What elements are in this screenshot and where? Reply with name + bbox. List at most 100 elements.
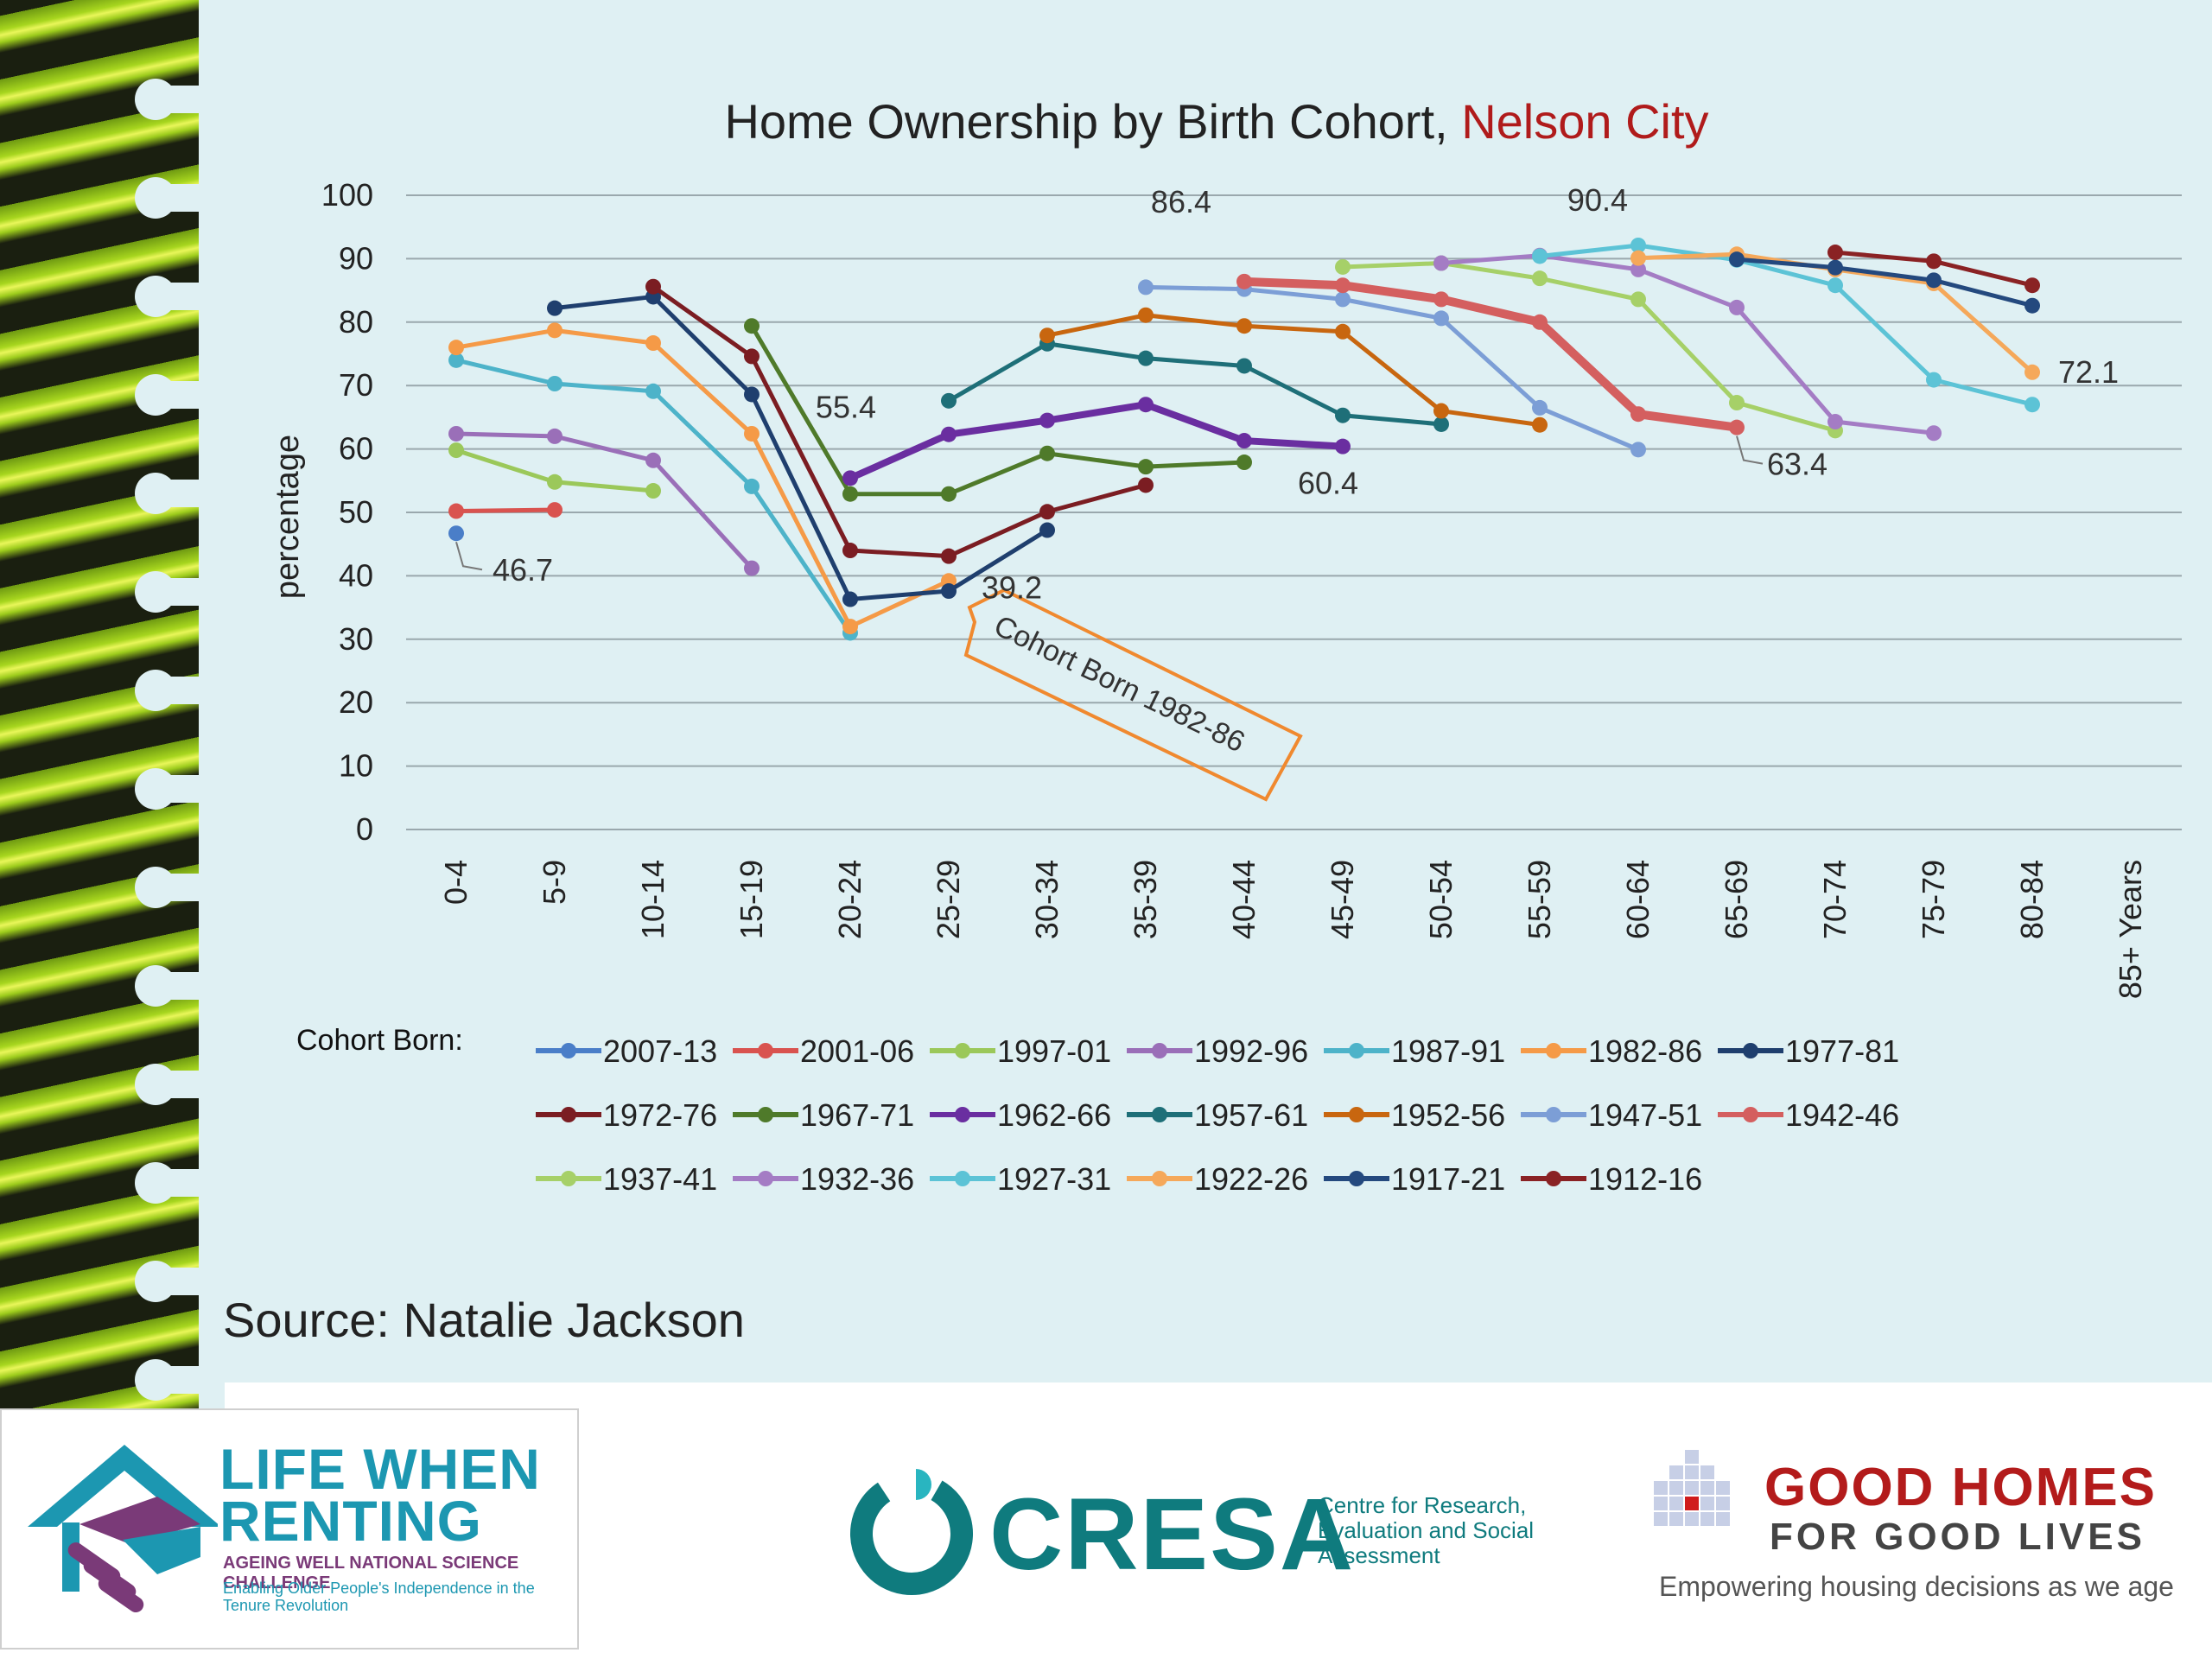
series-1967-71 bbox=[744, 318, 1252, 502]
legend-label: 1937-41 bbox=[603, 1161, 717, 1197]
x-tick-label: 30-34 bbox=[1029, 860, 1065, 939]
data-point bbox=[842, 470, 858, 486]
data-point bbox=[547, 502, 563, 518]
legend-item: 1987-91 bbox=[1324, 1033, 1505, 1069]
cresa-wordmark: CRESA bbox=[989, 1478, 1356, 1592]
data-point bbox=[842, 543, 858, 559]
legend-item: 1952-56 bbox=[1324, 1097, 1505, 1133]
legend-label: 1957-61 bbox=[1194, 1097, 1308, 1133]
legend-label: 1982-86 bbox=[1588, 1033, 1702, 1069]
legend-label: 1912-16 bbox=[1588, 1161, 1702, 1197]
legend-marker bbox=[1743, 1043, 1758, 1058]
data-point bbox=[1236, 433, 1252, 449]
data-point bbox=[1926, 425, 1942, 442]
y-tick-label: 70 bbox=[339, 367, 373, 403]
x-tick-label: 75-79 bbox=[1916, 860, 1951, 939]
series-line bbox=[1243, 276, 1738, 432]
x-tick-label: 35-39 bbox=[1128, 860, 1163, 939]
data-point bbox=[645, 383, 661, 399]
data-label: 72.1 bbox=[2058, 354, 2119, 390]
series-line bbox=[947, 341, 1442, 427]
annotations-layer: 46.7 39.2 55.4 86.4 60.4 90.4 63.4 72.1 bbox=[455, 182, 2119, 605]
legend-label: 1952-56 bbox=[1391, 1097, 1505, 1133]
chart-title: Home Ownership by Birth Cohort, Nelson C… bbox=[724, 94, 1708, 149]
series-layer bbox=[448, 237, 2040, 641]
data-point bbox=[1138, 397, 1154, 413]
series-line bbox=[1736, 257, 2033, 308]
data-point bbox=[941, 548, 957, 564]
y-ticks: 0 10 20 30 40 50 60 70 80 90 100 bbox=[321, 177, 373, 847]
series-1942-46 bbox=[1236, 273, 1745, 435]
data-point bbox=[1039, 412, 1055, 429]
puzzle-edge-decoration bbox=[135, 0, 225, 1417]
series-line bbox=[849, 401, 1344, 482]
legend-label: 1962-66 bbox=[997, 1097, 1111, 1133]
data-point bbox=[1335, 258, 1351, 275]
series-line bbox=[652, 284, 1147, 559]
series-1987-91 bbox=[448, 352, 858, 641]
data-point bbox=[1335, 407, 1351, 423]
series-line bbox=[455, 431, 753, 570]
data-point bbox=[547, 300, 563, 316]
x-tick-label: 5-9 bbox=[537, 860, 572, 905]
legend-item: 1992-96 bbox=[1127, 1033, 1308, 1069]
x-tick-label: 10-14 bbox=[635, 860, 671, 939]
leader-line bbox=[1736, 435, 1764, 465]
data-point bbox=[1433, 403, 1449, 419]
data-point bbox=[547, 428, 563, 444]
legend-item: 1982-86 bbox=[1521, 1033, 1702, 1069]
data-label: 63.4 bbox=[1767, 447, 1827, 482]
legend-marker bbox=[1349, 1043, 1364, 1058]
data-point bbox=[1827, 259, 1843, 276]
data-point bbox=[1532, 314, 1548, 330]
ghgl-tagline: Empowering housing decisions as we age bbox=[1659, 1571, 2174, 1602]
legend-item: 1977-81 bbox=[1718, 1033, 1899, 1069]
data-point bbox=[1630, 237, 1646, 253]
legend-marker bbox=[1152, 1107, 1167, 1122]
ghgl-title-line1: GOOD HOMES bbox=[1764, 1458, 2158, 1517]
data-point bbox=[547, 322, 563, 339]
legend-item: 1942-46 bbox=[1718, 1097, 1899, 1133]
data-point bbox=[1335, 323, 1351, 340]
house-handshake-icon bbox=[28, 1445, 218, 1613]
x-tick-label: 65-69 bbox=[1719, 860, 1754, 939]
series-1997-01 bbox=[448, 442, 661, 499]
series-line bbox=[749, 324, 1245, 497]
lwr-tagline: Enabling Older People's Independence in … bbox=[223, 1580, 535, 1614]
data-label: 90.4 bbox=[1567, 182, 1628, 218]
y-tick-label: 20 bbox=[339, 684, 373, 720]
x-ticks: 0-4 5-9 10-14 15-19 20-24 25-29 30-34 35-39 40-4… bbox=[438, 860, 2148, 999]
data-point bbox=[1138, 279, 1154, 296]
series-1947-51 bbox=[1138, 279, 1646, 458]
lwr-title-line1: LIFE WHEN bbox=[219, 1437, 541, 1501]
data-point bbox=[448, 352, 464, 368]
data-point bbox=[1926, 272, 1942, 289]
data-point bbox=[744, 478, 760, 494]
legend-item: 1937-41 bbox=[536, 1161, 717, 1197]
legend-marker bbox=[1349, 1107, 1364, 1122]
legend-item: 1972-76 bbox=[536, 1097, 717, 1133]
legend-marker bbox=[1152, 1171, 1167, 1186]
data-point bbox=[1630, 442, 1646, 458]
series-1952-56 bbox=[1039, 307, 1548, 433]
data-point bbox=[2024, 277, 2040, 294]
series-1962-66 bbox=[842, 397, 1351, 486]
y-tick-label: 0 bbox=[356, 811, 373, 847]
callout-layer: Cohort Born 1982-86 bbox=[963, 588, 1303, 802]
data-label: 55.4 bbox=[816, 389, 876, 424]
x-tick-label: 50-54 bbox=[1423, 860, 1459, 939]
legend-item: 1912-16 bbox=[1521, 1161, 1702, 1197]
legend-label: 1987-91 bbox=[1391, 1033, 1505, 1069]
data-point bbox=[448, 425, 464, 442]
data-point bbox=[744, 318, 760, 334]
line-chart: Home Ownership by Birth Cohort, Nelson C… bbox=[270, 94, 2182, 1197]
data-label: 46.7 bbox=[493, 552, 553, 588]
data-point bbox=[1827, 245, 1843, 261]
data-point bbox=[744, 425, 760, 442]
data-point bbox=[744, 560, 760, 576]
data-point bbox=[1630, 250, 1646, 266]
data-point bbox=[1236, 273, 1252, 289]
data-point bbox=[842, 591, 858, 607]
data-label: 39.2 bbox=[982, 569, 1042, 605]
series-1982-86 bbox=[448, 322, 957, 635]
